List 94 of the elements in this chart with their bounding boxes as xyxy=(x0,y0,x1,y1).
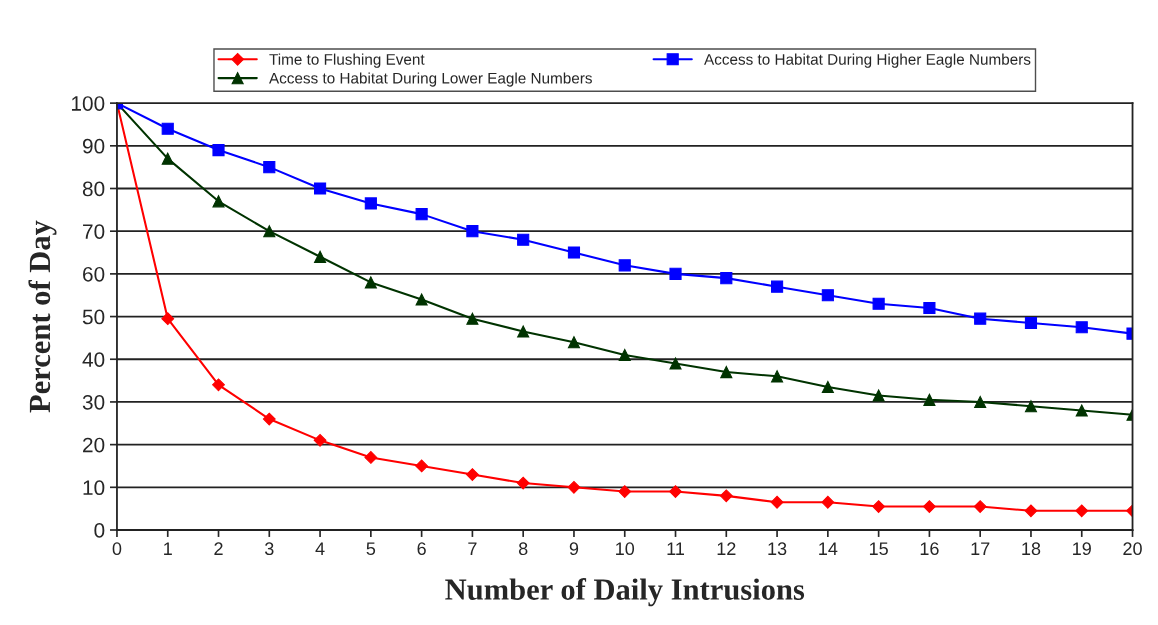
y-tick-label: 40 xyxy=(82,352,105,367)
x-tick-label: 11 xyxy=(667,542,685,555)
y-tick-label: 30 xyxy=(82,394,105,410)
x-tick-label: 15 xyxy=(869,542,888,556)
point xyxy=(567,246,581,259)
point xyxy=(364,276,377,289)
point xyxy=(1075,321,1088,334)
point xyxy=(771,280,784,293)
point xyxy=(465,468,479,481)
point xyxy=(263,225,276,238)
x-tick-label: 8 xyxy=(518,542,528,556)
y-tick-label: 50 xyxy=(82,309,105,325)
point xyxy=(314,182,327,195)
x-tick-label: 14 xyxy=(819,542,838,555)
point xyxy=(719,489,733,503)
point xyxy=(161,312,175,326)
y-tick-label: 80 xyxy=(82,181,105,197)
point xyxy=(212,144,225,157)
point xyxy=(669,267,682,280)
point xyxy=(314,250,327,263)
x-tick-label: 1 xyxy=(164,542,172,555)
point xyxy=(364,197,377,210)
point xyxy=(364,451,378,464)
x-tick-label: 18 xyxy=(1022,542,1041,556)
legend-label: Access to Habitat During Lower Eagle Numbers xyxy=(269,72,592,87)
y-tick-label: 90 xyxy=(82,138,105,154)
point xyxy=(720,365,733,379)
x-tick-label: 12 xyxy=(717,542,736,555)
point xyxy=(1024,400,1038,413)
point xyxy=(618,485,632,498)
point xyxy=(872,500,886,513)
point xyxy=(720,272,733,285)
x-tick-label: 7 xyxy=(468,542,477,555)
x-tick-label: 3 xyxy=(264,542,274,556)
x-tick-label: 16 xyxy=(920,542,939,556)
point xyxy=(1075,504,1089,518)
point xyxy=(669,357,682,370)
x-tick-label: 17 xyxy=(971,542,990,555)
point xyxy=(872,297,885,310)
point xyxy=(973,500,987,513)
point xyxy=(923,500,936,513)
point xyxy=(770,495,784,509)
point xyxy=(821,380,834,394)
x-axis-title: Number of Daily Intrusions xyxy=(445,578,805,607)
point xyxy=(872,389,885,402)
point xyxy=(415,459,429,473)
point xyxy=(974,312,987,325)
point xyxy=(923,393,936,406)
legend-label: Access to Habitat During Higher Eagle Numbers xyxy=(704,53,1031,68)
point xyxy=(466,312,479,325)
x-tick-label: 6 xyxy=(417,542,426,556)
point xyxy=(262,412,276,426)
y-tick-label: 100 xyxy=(71,96,105,111)
point xyxy=(161,122,174,135)
x-tick-label: 0 xyxy=(112,542,122,556)
legend-label: Time to Flushing Event xyxy=(269,53,425,68)
point xyxy=(1024,504,1038,518)
x-tick-label: 9 xyxy=(569,542,579,556)
y-tick-label: 10 xyxy=(83,480,105,496)
point xyxy=(161,152,174,165)
point xyxy=(415,293,428,306)
x-tick-label: 13 xyxy=(768,542,787,556)
y-tick-label: 70 xyxy=(83,224,105,239)
point xyxy=(771,370,784,383)
point xyxy=(618,348,631,362)
x-tick-label: 19 xyxy=(1073,542,1091,556)
point xyxy=(669,485,682,498)
point xyxy=(567,336,581,349)
point xyxy=(821,495,835,509)
point xyxy=(466,225,479,238)
x-tick-label: 5 xyxy=(366,542,376,556)
point xyxy=(974,395,987,409)
point xyxy=(567,480,581,494)
point xyxy=(1075,404,1088,417)
point xyxy=(618,259,631,272)
x-tick-label: 4 xyxy=(315,542,325,555)
x-tick-label: 20 xyxy=(1123,542,1142,556)
point xyxy=(821,289,834,302)
point xyxy=(517,325,530,338)
y-tick-label: 60 xyxy=(83,266,105,282)
x-tick-label: 2 xyxy=(214,542,223,555)
point xyxy=(923,301,936,315)
point xyxy=(516,476,530,490)
point xyxy=(313,433,327,447)
y-tick-label: 0 xyxy=(94,523,105,538)
y-tick-label: 20 xyxy=(83,437,105,453)
point xyxy=(1024,316,1038,330)
point xyxy=(212,195,225,208)
x-tick-label: 10 xyxy=(616,542,635,556)
point xyxy=(517,233,530,246)
point xyxy=(212,378,225,392)
point xyxy=(415,208,428,221)
point xyxy=(263,161,276,174)
y-axis-title: Percent of Day xyxy=(28,220,57,413)
